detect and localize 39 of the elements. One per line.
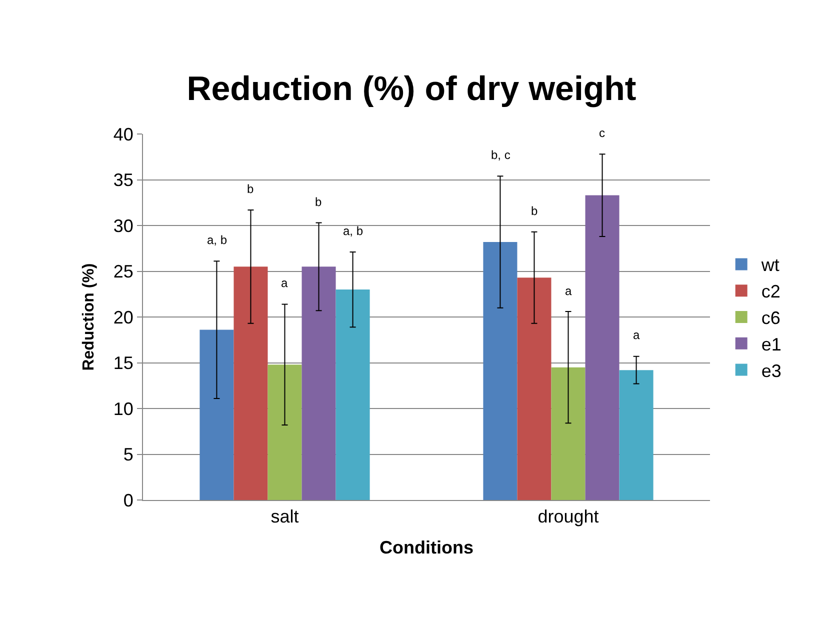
y-tick-label: 20 (113, 307, 134, 328)
annotation: b (315, 195, 322, 209)
annotation: a, b (207, 233, 228, 247)
annotation: b, c (491, 148, 510, 162)
y-tick-label: 30 (113, 216, 134, 236)
y-tick-label: 10 (113, 398, 134, 419)
y-tick-label: 0 (123, 490, 134, 510)
bar (517, 278, 552, 500)
bar (200, 330, 234, 500)
annotation: a (281, 276, 288, 290)
y-tick-label: 40 (113, 124, 134, 144)
bar (585, 195, 620, 500)
x-tick-label: drought (538, 506, 599, 527)
y-tick-label: 15 (113, 353, 134, 374)
legend-label: e3 (761, 360, 782, 381)
bar (302, 266, 336, 500)
y-tick-label: 25 (113, 262, 134, 282)
annotation: a (565, 284, 572, 298)
legend-label: e1 (761, 334, 782, 354)
annotation: b (247, 182, 254, 196)
annotation: a (633, 328, 640, 342)
y-axis-title: Reduction (%) (80, 263, 98, 371)
annotation: b (531, 204, 538, 218)
bar (483, 242, 518, 500)
legend-label: wt (760, 255, 780, 276)
bar (551, 367, 586, 500)
legend-label: c6 (761, 308, 780, 328)
bar (234, 266, 268, 500)
annotation: a, b (343, 224, 364, 238)
x-axis-title: Conditions (380, 538, 474, 558)
bar (268, 364, 302, 500)
annotation: c (599, 126, 605, 140)
y-tick-label: 5 (123, 444, 134, 465)
y-tick-label: 35 (113, 170, 134, 190)
bar (336, 290, 370, 500)
x-tick-label: salt (270, 506, 299, 527)
chart-title: Reduction (%) of dry weight (186, 70, 636, 108)
legend-label: c2 (761, 282, 780, 302)
bar (619, 370, 654, 500)
